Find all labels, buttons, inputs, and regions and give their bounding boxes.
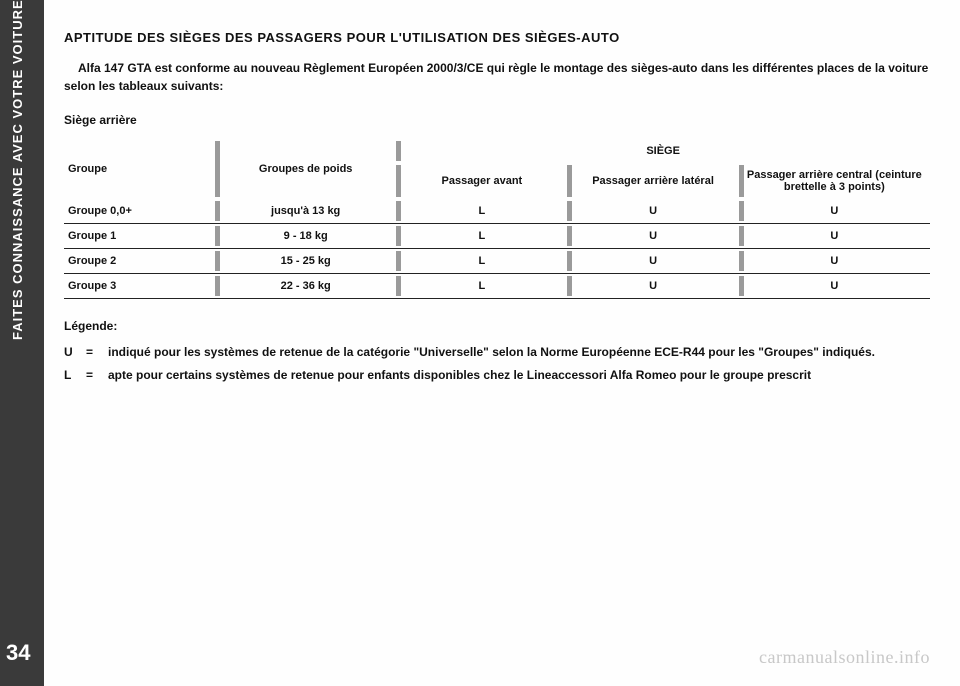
cell-c4: U xyxy=(567,199,738,224)
th-passager-arriere-lateral: Passager arrière latéral xyxy=(567,163,738,199)
manual-page: FAITES CONNAISSANCE AVEC VOTRE VOITURE 3… xyxy=(0,0,960,686)
cell-group: Groupe 3 xyxy=(64,274,215,299)
legende-title: Légende: xyxy=(64,319,930,333)
page-content: APTITUDE DES SIÈGES DES PASSAGERS POUR L… xyxy=(64,30,930,389)
cell-c3: L xyxy=(396,249,567,274)
table-row: Groupe 1 9 - 18 kg L U U xyxy=(64,224,930,249)
cell-group: Groupe 1 xyxy=(64,224,215,249)
cell-poids: 9 - 18 kg xyxy=(215,224,396,249)
cell-poids: jusqu'à 13 kg xyxy=(215,199,396,224)
th-siege: SIÈGE xyxy=(396,139,930,163)
table-body: Groupe 0,0+ jusqu'à 13 kg L U U Groupe 1… xyxy=(64,199,930,299)
table-row: Groupe 2 15 - 25 kg L U U xyxy=(64,249,930,274)
table-row: Groupe 0,0+ jusqu'à 13 kg L U U xyxy=(64,199,930,224)
th-passager-avant: Passager avant xyxy=(396,163,567,199)
seat-suitability-table: Groupe Groupes de poids SIÈGE Passager a… xyxy=(64,139,930,299)
legende-block: U = indiqué pour les systèmes de retenue… xyxy=(64,343,930,385)
cell-c3: L xyxy=(396,224,567,249)
legende-row: L = apte pour certains systèmes de reten… xyxy=(64,366,930,385)
cell-group: Groupe 2 xyxy=(64,249,215,274)
legende-eq: = xyxy=(86,343,108,362)
intro-paragraph: Alfa 147 GTA est conforme au nouveau Règ… xyxy=(64,59,930,95)
section-subheading: Siège arrière xyxy=(64,113,930,127)
cell-c5: U xyxy=(739,274,930,299)
cell-group: Groupe 0,0+ xyxy=(64,199,215,224)
cell-c3: L xyxy=(396,274,567,299)
page-heading: APTITUDE DES SIÈGES DES PASSAGERS POUR L… xyxy=(64,30,930,45)
legende-eq: = xyxy=(86,366,108,385)
cell-c3: L xyxy=(396,199,567,224)
legende-row: U = indiqué pour les systèmes de retenue… xyxy=(64,343,930,362)
legende-key: U xyxy=(64,343,86,362)
page-number: 34 xyxy=(6,640,30,666)
th-groupe: Groupe xyxy=(64,139,215,199)
legende-key: L xyxy=(64,366,86,385)
table-row: Groupe 3 22 - 36 kg L U U xyxy=(64,274,930,299)
cell-c4: U xyxy=(567,249,738,274)
cell-c5: U xyxy=(739,199,930,224)
legende-text: apte pour certains systèmes de retenue p… xyxy=(108,366,930,385)
cell-c5: U xyxy=(739,224,930,249)
cell-c4: U xyxy=(567,274,738,299)
th-poids: Groupes de poids xyxy=(215,139,396,199)
cell-c4: U xyxy=(567,224,738,249)
sidebar-section-label: FAITES CONNAISSANCE AVEC VOTRE VOITURE xyxy=(10,0,25,340)
cell-c5: U xyxy=(739,249,930,274)
cell-poids: 15 - 25 kg xyxy=(215,249,396,274)
legende-text: indiqué pour les systèmes de retenue de … xyxy=(108,343,930,362)
cell-poids: 22 - 36 kg xyxy=(215,274,396,299)
th-passager-arriere-central: Passager arrière central (ceinture brett… xyxy=(739,163,930,199)
watermark: carmanualsonline.info xyxy=(759,647,930,668)
